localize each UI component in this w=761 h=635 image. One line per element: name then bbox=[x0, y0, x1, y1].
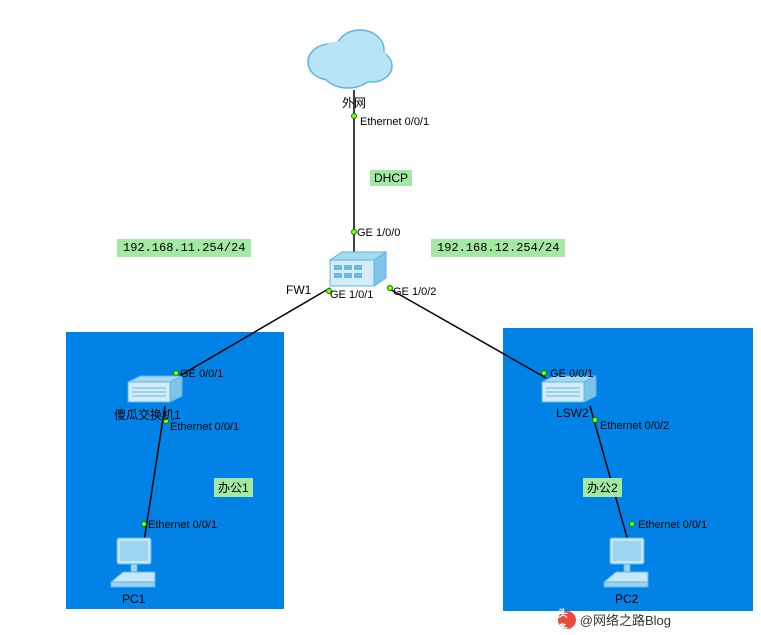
pc1-label: PC1 bbox=[122, 592, 145, 606]
cloud-node[interactable] bbox=[300, 22, 400, 97]
cloud-icon bbox=[300, 22, 400, 92]
dhcp-label: DHCP bbox=[370, 170, 412, 186]
port-dot bbox=[141, 521, 147, 527]
pc-icon bbox=[596, 534, 652, 590]
port-dot bbox=[592, 417, 598, 423]
ip-left-label: 192.168.11.254/24 bbox=[117, 239, 251, 257]
pc2-node[interactable] bbox=[596, 534, 652, 595]
pc1-node[interactable] bbox=[103, 534, 159, 595]
port-label: Ethernet 0/0/1 bbox=[360, 116, 429, 128]
port-label: Ethernet 0/0/1 bbox=[148, 519, 217, 531]
port-label: GE 1/0/2 bbox=[393, 286, 436, 298]
port-dot bbox=[351, 113, 357, 119]
switch-icon bbox=[126, 374, 186, 406]
port-label: GE 1/0/0 bbox=[357, 227, 400, 239]
switch2-label: LSW2 bbox=[556, 406, 589, 420]
zone-right-label: 办公2 bbox=[583, 478, 622, 497]
pc-icon bbox=[103, 534, 159, 590]
port-dot bbox=[629, 521, 635, 527]
port-label: Ethernet 0/0/1 bbox=[638, 519, 707, 531]
toutiao-logo-icon: 头条 bbox=[558, 611, 576, 629]
firewall-icon bbox=[326, 248, 390, 294]
ip-right-label: 192.168.12.254/24 bbox=[431, 239, 565, 257]
firewall-label: FW1 bbox=[286, 283, 311, 297]
pc2-label: PC2 bbox=[615, 592, 638, 606]
port-label: GE 1/0/1 bbox=[330, 289, 373, 301]
port-label: GE 0/0/1 bbox=[180, 368, 223, 380]
port-label: Ethernet 0/0/1 bbox=[170, 421, 239, 433]
cloud-label: 外网 bbox=[342, 94, 366, 111]
port-label: Ethernet 0/0/2 bbox=[600, 420, 669, 432]
watermark-text: @网络之路Blog bbox=[580, 610, 671, 629]
watermark: 头条 @网络之路Blog bbox=[558, 610, 671, 629]
port-label: GE 0/0/1 bbox=[550, 368, 593, 380]
zone-left-label: 办公1 bbox=[214, 478, 253, 497]
